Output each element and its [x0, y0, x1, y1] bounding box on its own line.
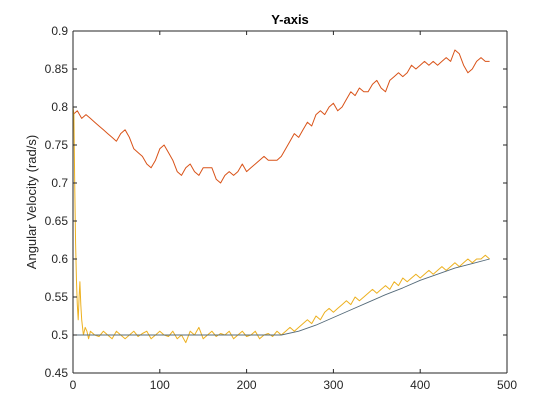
- y-axis-label: Angular Velocity (rad/s): [24, 135, 39, 269]
- x-tick-label: 100: [150, 378, 170, 392]
- y-tick-label: 0.85: [45, 62, 69, 76]
- axes-frame: [72, 30, 508, 374]
- x-tick-label: 500: [497, 378, 517, 392]
- series-line-1: [72, 49, 490, 184]
- x-tick-label: 300: [323, 378, 343, 392]
- y-tick-label: 0.7: [51, 176, 68, 190]
- x-tick-label: 400: [410, 378, 430, 392]
- y-tick-label: 0.75: [45, 138, 69, 152]
- x-tick-label: 0: [70, 378, 77, 392]
- y-tick-label: 0.8: [51, 100, 68, 114]
- chart-title: Y-axis: [271, 12, 309, 27]
- x-tick-label: 200: [237, 378, 257, 392]
- y-ticks: 0.45 0.5 0.55 0.6 0.65 0.7 0.75 0.8 0.85 0.9: [45, 24, 507, 380]
- y-tick-label: 0.5: [51, 328, 68, 342]
- y-tick-label: 0.45: [45, 366, 69, 380]
- y-tick-label: 0.9: [51, 24, 68, 38]
- y-tick-label: 0.6: [51, 252, 68, 266]
- series-line-3: [73, 258, 490, 336]
- x-ticks: 0 100 200 300 400 500: [70, 31, 517, 392]
- y-tick-label: 0.55: [45, 290, 69, 304]
- y-tick-label: 0.65: [45, 214, 69, 228]
- plot-area: [73, 31, 507, 373]
- series-layer: [72, 49, 490, 344]
